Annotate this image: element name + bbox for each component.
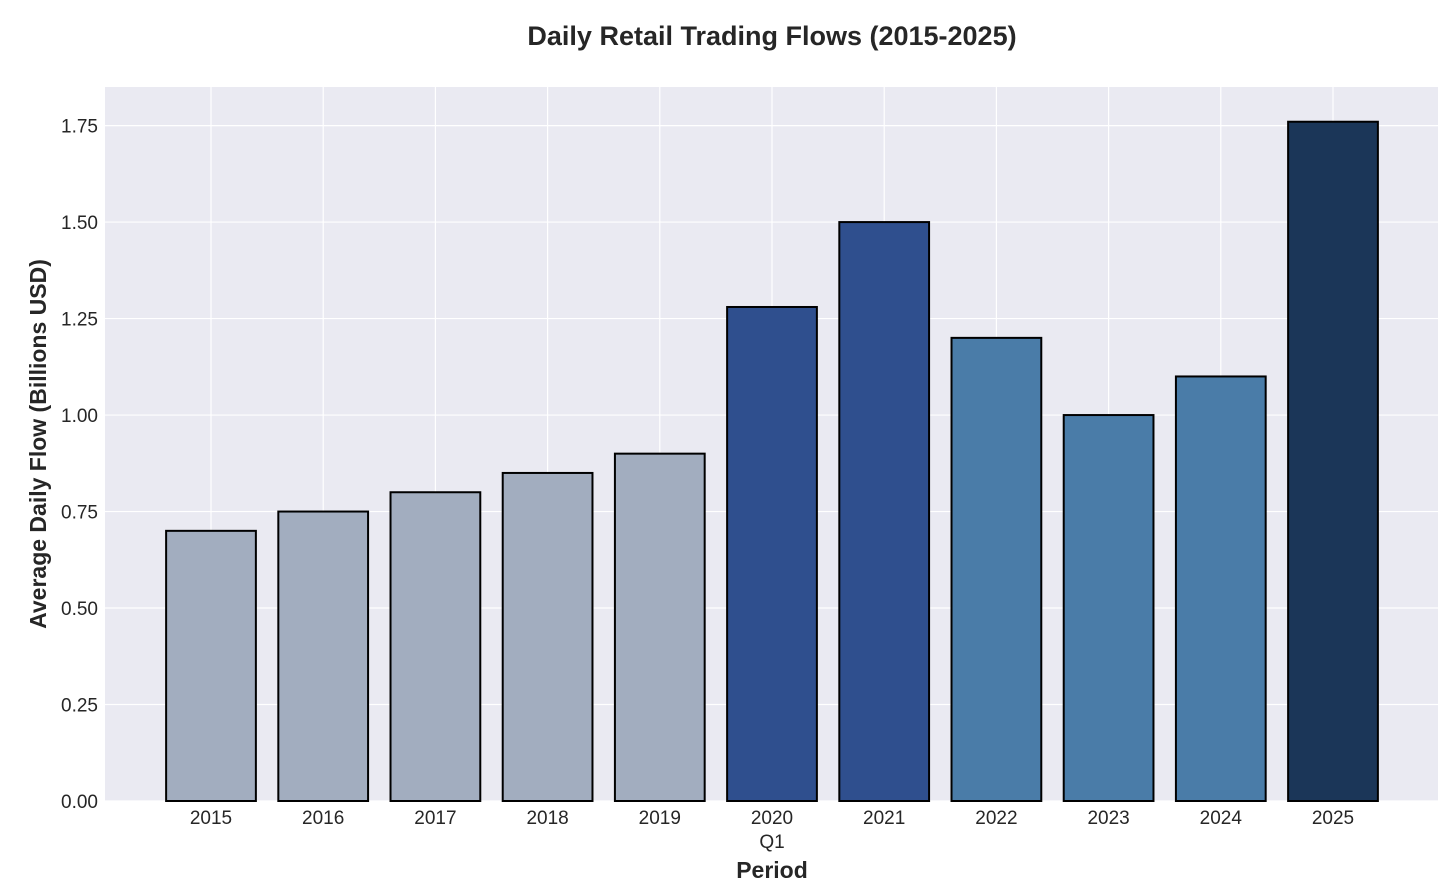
bar-2017 — [389, 491, 482, 802]
x-axis-ticks: 2015 2016 2017 2018 2019 2020 Q1 2021 2022 2023 20… — [190, 808, 1354, 853]
y-tick-label: 1.50 — [61, 213, 98, 234]
y-tick-label: 1.75 — [61, 117, 98, 138]
x-tick-label: 2022 — [975, 808, 1017, 829]
chart-title: Daily Retail Trading Flows (2015-2025) — [527, 21, 1016, 51]
x-tick-label: 2016 — [302, 808, 344, 829]
y-axis-label: Average Daily Flow (Billions USD) — [25, 259, 51, 629]
bar-2023 — [1062, 414, 1155, 802]
x-tick-label: 2023 — [1087, 808, 1129, 829]
bar-2016 — [277, 510, 370, 802]
bar-2021 — [838, 221, 931, 803]
y-tick-label: 1.25 — [61, 310, 98, 331]
y-tick-label: 1.00 — [61, 406, 98, 427]
bar-2015 — [165, 529, 257, 802]
bar-2025 — [1287, 120, 1379, 803]
bar-2024 — [1174, 375, 1267, 802]
x-tick-label: 2019 — [639, 808, 681, 829]
y-tick-label: 0.25 — [61, 696, 98, 717]
y-tick-label: 0.75 — [61, 503, 98, 524]
y-tick-label: 0.00 — [61, 792, 98, 813]
x-tick-label: 2021 — [863, 808, 905, 829]
x-tick-label: 2025 — [1312, 808, 1354, 829]
x-axis-label: Period — [736, 857, 808, 883]
x-tick-label: 2015 — [190, 808, 232, 829]
x-tick-label: 2017 — [414, 808, 456, 829]
x-tick-label: 2020 Q1 — [751, 808, 793, 853]
x-tick-label: 2024 — [1200, 808, 1243, 829]
y-axis-ticks: 0.00 0.25 0.50 0.75 1.00 1.25 1.50 1.75 — [61, 117, 98, 813]
bar-2019 — [613, 452, 706, 802]
bar-2020-q1 — [726, 305, 818, 802]
bars — [165, 120, 1379, 803]
y-tick-label: 0.50 — [61, 599, 98, 620]
bar-2022 — [950, 336, 1043, 802]
bar-2018 — [501, 471, 594, 802]
x-tick-label: 2018 — [526, 808, 568, 829]
